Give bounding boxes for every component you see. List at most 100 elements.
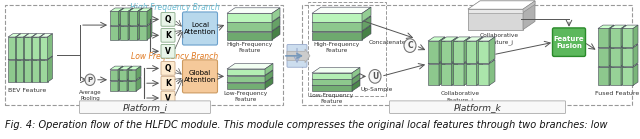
Polygon shape	[312, 32, 362, 40]
Text: BEV Feature: BEV Feature	[8, 88, 46, 93]
Text: K: K	[165, 79, 171, 88]
FancyBboxPatch shape	[161, 13, 175, 26]
Text: Average
Pooling: Average Pooling	[79, 90, 101, 101]
Text: Up-Sample: Up-Sample	[361, 87, 393, 92]
FancyBboxPatch shape	[161, 76, 175, 90]
Polygon shape	[31, 34, 36, 59]
Polygon shape	[622, 64, 638, 67]
Polygon shape	[40, 56, 52, 60]
Polygon shape	[622, 25, 638, 28]
Polygon shape	[138, 8, 143, 25]
Polygon shape	[478, 64, 489, 85]
Polygon shape	[16, 34, 29, 37]
Text: Q: Q	[164, 64, 172, 73]
Polygon shape	[453, 41, 464, 63]
Polygon shape	[129, 11, 138, 25]
Polygon shape	[119, 66, 132, 70]
FancyBboxPatch shape	[390, 101, 566, 113]
Polygon shape	[120, 23, 133, 26]
Polygon shape	[40, 60, 47, 82]
Polygon shape	[312, 67, 360, 73]
Polygon shape	[127, 66, 132, 80]
Polygon shape	[633, 44, 638, 66]
Polygon shape	[272, 26, 280, 40]
Text: Local
Attention: Local Attention	[184, 22, 216, 35]
FancyBboxPatch shape	[182, 60, 218, 93]
Polygon shape	[489, 60, 495, 85]
Polygon shape	[227, 70, 273, 76]
Polygon shape	[439, 37, 445, 63]
Polygon shape	[110, 11, 118, 25]
Polygon shape	[312, 85, 352, 91]
Polygon shape	[622, 67, 633, 85]
Polygon shape	[8, 34, 20, 37]
Polygon shape	[47, 56, 52, 82]
Text: High Frequency Branch: High Frequency Branch	[130, 3, 220, 12]
Polygon shape	[609, 64, 614, 85]
Polygon shape	[352, 74, 360, 85]
Polygon shape	[40, 37, 47, 59]
Polygon shape	[128, 78, 141, 81]
Polygon shape	[128, 23, 133, 40]
Polygon shape	[118, 23, 124, 40]
FancyBboxPatch shape	[552, 28, 586, 56]
Polygon shape	[440, 37, 458, 41]
Polygon shape	[633, 25, 638, 47]
Polygon shape	[265, 64, 273, 75]
Polygon shape	[465, 37, 483, 41]
Polygon shape	[352, 67, 360, 79]
Text: Platform_k: Platform_k	[454, 103, 502, 112]
Polygon shape	[622, 44, 638, 48]
Polygon shape	[610, 28, 621, 47]
Polygon shape	[32, 34, 45, 37]
Polygon shape	[120, 26, 128, 40]
Polygon shape	[598, 67, 609, 85]
FancyBboxPatch shape	[161, 44, 175, 58]
Text: Collaborative
Feature_j: Collaborative Feature_j	[480, 33, 519, 44]
Text: V: V	[165, 47, 171, 56]
Polygon shape	[468, 9, 523, 13]
Polygon shape	[451, 37, 458, 63]
Polygon shape	[464, 60, 470, 85]
Text: Low Frequency Branch: Low Frequency Branch	[131, 52, 219, 61]
Polygon shape	[119, 78, 132, 81]
Polygon shape	[138, 26, 147, 40]
Polygon shape	[312, 79, 352, 85]
Polygon shape	[32, 37, 40, 59]
Polygon shape	[24, 56, 29, 82]
Polygon shape	[272, 8, 280, 22]
Polygon shape	[128, 8, 133, 25]
Polygon shape	[468, 1, 535, 9]
FancyBboxPatch shape	[79, 101, 211, 113]
Polygon shape	[147, 8, 152, 25]
Polygon shape	[118, 78, 123, 91]
Polygon shape	[119, 81, 127, 91]
Polygon shape	[312, 73, 352, 79]
Polygon shape	[119, 70, 127, 80]
Polygon shape	[129, 26, 138, 40]
Polygon shape	[40, 56, 45, 82]
Circle shape	[404, 39, 416, 52]
Polygon shape	[451, 60, 458, 85]
Polygon shape	[610, 44, 626, 48]
Polygon shape	[110, 26, 118, 40]
Polygon shape	[138, 11, 147, 25]
Polygon shape	[227, 69, 265, 75]
Polygon shape	[598, 48, 609, 66]
Polygon shape	[110, 8, 124, 11]
Polygon shape	[120, 11, 128, 25]
Text: Global
Attention: Global Attention	[184, 70, 216, 83]
Polygon shape	[312, 23, 362, 31]
Polygon shape	[523, 1, 535, 13]
Polygon shape	[312, 7, 371, 13]
Polygon shape	[622, 28, 633, 47]
Polygon shape	[40, 34, 45, 59]
Polygon shape	[110, 78, 123, 81]
Polygon shape	[110, 70, 118, 80]
Polygon shape	[609, 25, 614, 47]
Text: U: U	[372, 72, 378, 81]
Polygon shape	[15, 34, 20, 59]
FancyBboxPatch shape	[161, 28, 175, 42]
Polygon shape	[24, 37, 31, 59]
Polygon shape	[138, 23, 143, 40]
